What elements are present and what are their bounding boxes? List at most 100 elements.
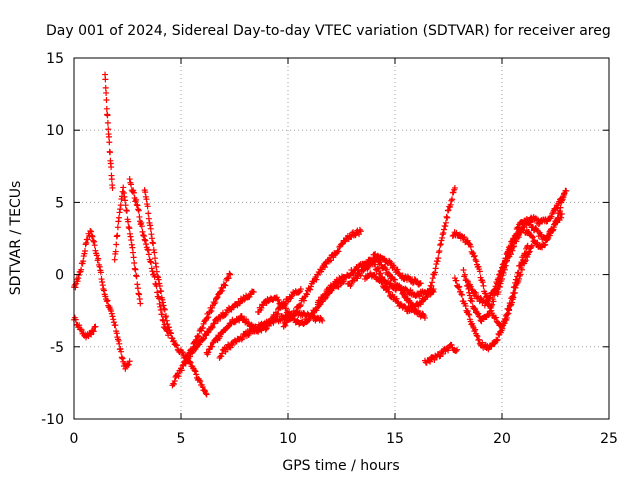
data-point (238, 313, 245, 320)
data-point (191, 367, 198, 374)
data-point (115, 337, 122, 344)
data-point (383, 266, 390, 273)
data-point (122, 365, 129, 372)
data-point (96, 263, 103, 270)
data-point (409, 302, 416, 309)
data-point (528, 233, 535, 240)
data-point (451, 184, 458, 191)
data-point (118, 196, 125, 203)
data-point (151, 249, 158, 256)
data-point (159, 316, 166, 323)
data-point (90, 237, 97, 244)
data-point (140, 232, 147, 239)
data-point (383, 284, 390, 291)
data-point (83, 240, 90, 247)
data-point (453, 348, 460, 355)
data-point (116, 209, 123, 216)
data-point (322, 291, 329, 298)
data-point (526, 248, 533, 255)
data-point (471, 305, 478, 312)
data-point (114, 224, 121, 231)
data-point (525, 220, 532, 227)
data-point (108, 176, 115, 183)
data-point (524, 253, 531, 260)
data-point (329, 284, 336, 291)
data-point (196, 341, 203, 348)
data-point (93, 252, 100, 259)
data-point (479, 279, 486, 286)
data-point (460, 266, 467, 273)
data-point (436, 247, 443, 254)
data-point (111, 256, 118, 263)
data-point (155, 295, 162, 302)
data-point (499, 276, 505, 283)
data-point (229, 342, 236, 349)
data-point (440, 229, 447, 236)
grid (74, 58, 609, 419)
data-point (87, 228, 94, 235)
series-t20 (451, 242, 535, 353)
data-point (144, 203, 151, 210)
data-point (517, 229, 524, 236)
data-point (136, 296, 143, 303)
data-point (373, 253, 380, 260)
data-point (76, 322, 83, 329)
data-point (421, 314, 428, 321)
data-point (168, 330, 175, 337)
data-point (227, 271, 234, 278)
data-point (125, 224, 132, 231)
data-point (319, 295, 326, 302)
data-point (386, 288, 393, 295)
data-point (126, 176, 133, 183)
data-point (90, 238, 97, 245)
data-point (128, 241, 135, 248)
data-point (161, 306, 168, 313)
data-point (477, 295, 484, 302)
data-point (90, 328, 97, 335)
data-point (218, 353, 225, 360)
data-point (131, 265, 138, 272)
data-point (108, 307, 115, 314)
data-point (75, 275, 82, 282)
data-point (303, 290, 310, 297)
data-point (113, 330, 120, 337)
data-point (260, 302, 267, 309)
data-point (313, 307, 320, 314)
data-point (516, 275, 523, 282)
data-point (473, 258, 480, 265)
data-point (225, 275, 232, 282)
data-point (145, 251, 152, 258)
data-point (105, 133, 112, 140)
data-point (437, 242, 444, 249)
data-point (205, 349, 212, 356)
series-t1 (71, 228, 133, 372)
data-point (471, 252, 478, 259)
data-point (511, 289, 518, 296)
data-point (154, 273, 161, 280)
data-point (135, 206, 142, 213)
data-point (126, 358, 133, 365)
data-point (475, 310, 482, 317)
data-point (134, 281, 141, 288)
data-point (354, 275, 361, 282)
data-point (554, 204, 561, 211)
data-point (393, 295, 400, 302)
data-point (462, 302, 469, 309)
data-point (119, 355, 126, 362)
x-tick-label: 10 (279, 431, 297, 447)
data-point (133, 273, 140, 280)
data-point (193, 371, 200, 378)
data-point (126, 230, 133, 237)
data-point (522, 257, 529, 264)
data-point (394, 266, 401, 273)
data-point (122, 197, 129, 204)
data-point (428, 283, 435, 290)
ticks: 0 5 10 15 20 25 -10 -5 0 5 10 15 (41, 51, 618, 447)
data-point (461, 234, 468, 241)
data-point (465, 311, 472, 318)
data-point (459, 291, 466, 298)
data-point (486, 308, 493, 315)
data-point (162, 314, 169, 321)
data-point (208, 324, 215, 331)
